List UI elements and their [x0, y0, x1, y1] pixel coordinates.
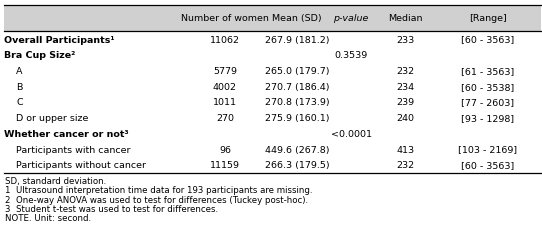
Text: [Range]: [Range]	[469, 14, 507, 23]
Text: NOTE. Unit: second.: NOTE. Unit: second.	[5, 213, 92, 222]
FancyBboxPatch shape	[4, 6, 541, 32]
Text: 232: 232	[396, 161, 415, 169]
Text: 266.3 (179.5): 266.3 (179.5)	[264, 161, 330, 169]
Text: 4002: 4002	[213, 82, 237, 91]
Text: SD, standard deviation.: SD, standard deviation.	[5, 176, 107, 185]
Text: B: B	[16, 82, 23, 91]
Text: <0.0001: <0.0001	[331, 129, 372, 138]
Text: 413: 413	[396, 145, 415, 154]
Text: Median: Median	[388, 14, 423, 23]
Text: Number of women: Number of women	[181, 14, 269, 23]
Text: 11062: 11062	[210, 35, 240, 44]
Text: Overall Participants¹: Overall Participants¹	[4, 35, 115, 44]
Text: C: C	[16, 98, 23, 107]
Text: A: A	[16, 67, 23, 76]
Text: 1011: 1011	[213, 98, 237, 107]
Text: 275.9 (160.1): 275.9 (160.1)	[264, 114, 330, 123]
Text: 270.7 (186.4): 270.7 (186.4)	[264, 82, 330, 91]
Text: 232: 232	[396, 67, 415, 76]
Text: 0.3539: 0.3539	[334, 51, 368, 60]
Text: [60 - 3538]: [60 - 3538]	[461, 82, 514, 91]
Text: Mean (SD): Mean (SD)	[272, 14, 322, 23]
Text: p-value: p-value	[333, 14, 369, 23]
Text: [93 - 1298]: [93 - 1298]	[461, 114, 514, 123]
Text: 267.9 (181.2): 267.9 (181.2)	[264, 35, 330, 44]
Text: 2  One-way ANOVA was used to test for differences (Tuckey post-hoc).: 2 One-way ANOVA was used to test for dif…	[5, 195, 308, 204]
Text: 270: 270	[216, 114, 234, 123]
Text: [77 - 2603]: [77 - 2603]	[461, 98, 514, 107]
Text: 239: 239	[396, 98, 415, 107]
Text: Participants without cancer: Participants without cancer	[16, 161, 146, 169]
Text: Participants with cancer: Participants with cancer	[16, 145, 131, 154]
Text: 240: 240	[396, 114, 415, 123]
Text: 5779: 5779	[213, 67, 237, 76]
Text: 449.6 (267.8): 449.6 (267.8)	[264, 145, 330, 154]
Text: 1  Ultrasound interpretation time data for 193 participants are missing.: 1 Ultrasound interpretation time data fo…	[5, 185, 313, 194]
Text: [61 - 3563]: [61 - 3563]	[461, 67, 514, 76]
Text: [60 - 3563]: [60 - 3563]	[461, 161, 514, 169]
Text: 234: 234	[396, 82, 415, 91]
Text: 265.0 (179.7): 265.0 (179.7)	[264, 67, 330, 76]
Text: 233: 233	[396, 35, 415, 44]
Text: [60 - 3563]: [60 - 3563]	[461, 35, 514, 44]
Text: Whether cancer or not³: Whether cancer or not³	[4, 129, 129, 138]
Text: [103 - 2169]: [103 - 2169]	[458, 145, 518, 154]
Text: 11159: 11159	[210, 161, 240, 169]
Text: D or upper size: D or upper size	[16, 114, 89, 123]
Text: 270.8 (173.9): 270.8 (173.9)	[264, 98, 330, 107]
Text: 96: 96	[219, 145, 231, 154]
Text: Bra Cup Size²: Bra Cup Size²	[4, 51, 75, 60]
Text: 3  Student t-test was used to test for differences.: 3 Student t-test was used to test for di…	[5, 204, 218, 213]
